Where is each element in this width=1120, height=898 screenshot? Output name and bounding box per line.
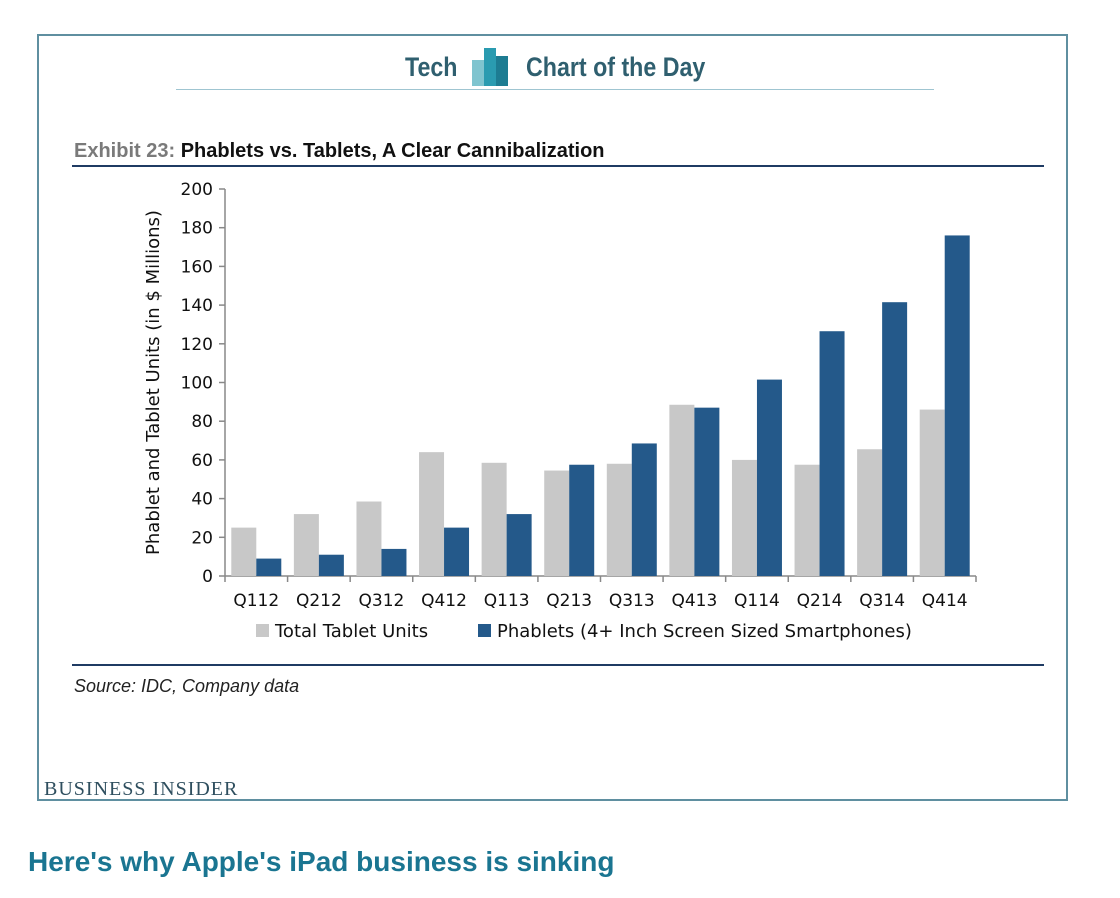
phablet-bar xyxy=(944,235,970,576)
source-note: Source: IDC, Company data xyxy=(74,676,300,696)
tablet-bar xyxy=(857,449,883,576)
legend-swatch xyxy=(256,624,269,637)
y-tick-label: 120 xyxy=(181,335,213,355)
y-tick-label: 180 xyxy=(181,219,213,239)
x-tick-label: Q214 xyxy=(797,591,843,611)
x-tick-label: Q212 xyxy=(296,591,342,611)
x-tick-label: Q313 xyxy=(609,591,655,611)
x-tick-label: Q314 xyxy=(859,591,905,611)
tablet-bar xyxy=(419,452,445,576)
chart-frame: Tech Chart of the Day Exhibit 23: Phable… xyxy=(37,34,1068,801)
tablet-bar xyxy=(481,462,507,576)
tablet-bar xyxy=(293,514,319,576)
y-tick-label: 200 xyxy=(181,180,213,200)
banner-chart-of-the-day-label: Chart of the Day xyxy=(526,52,706,82)
phablet-bar xyxy=(256,558,282,576)
tablet-bar xyxy=(231,527,257,576)
phablet-bar xyxy=(882,302,908,576)
exhibit-bottom-rule xyxy=(72,664,1044,666)
legend-swatch xyxy=(478,624,491,637)
exhibit-number: Exhibit 23: xyxy=(74,140,176,162)
tablet-bar xyxy=(794,464,820,576)
y-tick-label: 140 xyxy=(181,296,213,316)
y-tick-label: 160 xyxy=(181,257,213,277)
phablet-bar xyxy=(756,379,782,576)
tablet-bar xyxy=(919,409,945,576)
y-tick-label: 80 xyxy=(191,412,213,432)
x-tick-label: Q113 xyxy=(484,591,530,611)
tablet-bar xyxy=(669,404,695,576)
y-tick-label: 60 xyxy=(191,451,213,471)
exhibit-heading: Exhibit 23: Phablets vs. Tablets, A Clea… xyxy=(74,140,605,163)
bar-chart: 0 20 40 60 80 100 120 140 160 180 200 Q112 Q212 Q312 Q… xyxy=(143,180,977,642)
phablet-bar xyxy=(381,548,407,576)
tablet-bar xyxy=(544,470,570,576)
y-tick-label: 100 xyxy=(181,374,213,394)
exhibit-top-rule xyxy=(72,165,1044,167)
phablet-bar xyxy=(569,464,595,576)
x-tick-label: Q112 xyxy=(233,591,279,611)
y-tick-label: 20 xyxy=(191,528,213,548)
phablet-bar xyxy=(819,331,845,576)
x-tick-label: Q414 xyxy=(922,591,968,611)
phablet-bar xyxy=(694,407,720,576)
x-tick-label: Q412 xyxy=(421,591,467,611)
y-tick-label: 40 xyxy=(191,490,213,510)
banner-tech-label: Tech xyxy=(405,52,458,82)
phablet-bar xyxy=(444,527,470,576)
y-axis-title: Phablet and Tablet Units (in $ Millions) xyxy=(143,210,164,555)
x-tick-label: Q213 xyxy=(546,591,592,611)
tablet-bar xyxy=(731,459,757,576)
tablet-bar xyxy=(606,463,632,576)
phablet-bar xyxy=(631,443,657,576)
business-insider-logo: BUSINESS INSIDER xyxy=(44,778,239,800)
legend-label: Total Tablet Units xyxy=(274,621,428,642)
phablet-bar xyxy=(506,514,532,576)
x-tick-label: Q413 xyxy=(671,591,717,611)
article-headline-link[interactable]: Here's why Apple's iPad business is sink… xyxy=(28,846,615,877)
bar-columns-icon xyxy=(472,48,508,86)
exhibit-title: Phablets vs. Tablets, A Clear Cannibaliz… xyxy=(180,140,605,162)
tablet-bar xyxy=(356,501,382,576)
banner-divider xyxy=(176,89,934,90)
legend-label: Phablets (4+ Inch Screen Sized Smartphon… xyxy=(497,621,912,642)
x-tick-label: Q312 xyxy=(359,591,405,611)
phablet-bar xyxy=(318,554,344,576)
y-tick-label: 0 xyxy=(202,567,213,587)
chart-of-the-day-banner: Tech Chart of the Day xyxy=(39,48,1066,88)
x-tick-label: Q114 xyxy=(734,591,780,611)
